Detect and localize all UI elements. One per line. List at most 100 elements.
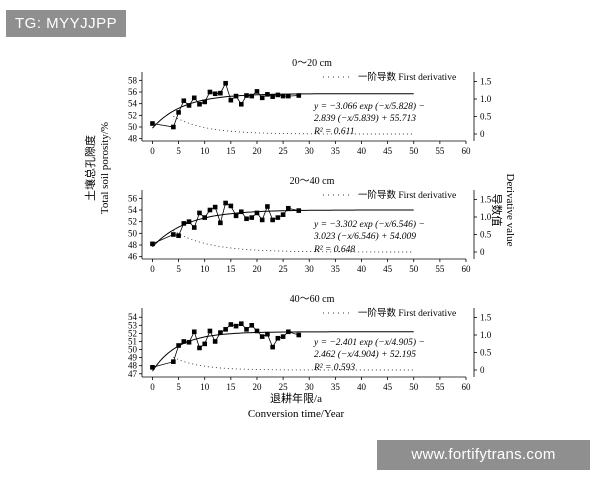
data-point <box>275 215 281 220</box>
data-point <box>238 321 244 326</box>
website-badge: www.fortifytrans.com <box>377 440 590 470</box>
y2-tick-label: 1.0 <box>480 212 492 222</box>
x-tick-label: 30 <box>305 146 315 156</box>
x-tick-label: 30 <box>305 264 315 274</box>
x-tick-label: 0 <box>150 382 155 392</box>
legend-label: 一阶导数 First derivative <box>358 189 456 201</box>
x-tick-label: 25 <box>279 264 289 274</box>
data-point <box>244 216 249 222</box>
panel-title: 0～20 cm <box>292 58 332 69</box>
data-point <box>176 343 181 348</box>
x-tick-label: 10 <box>200 382 210 392</box>
data-point <box>228 203 234 209</box>
y2-tick-label: 0 <box>480 365 485 375</box>
x-tick-label: 60 <box>462 146 472 156</box>
y-tick-label: 50 <box>128 228 138 238</box>
data-point <box>249 93 255 99</box>
data-point <box>228 322 234 327</box>
x-tick-label: 45 <box>383 382 393 392</box>
observed-line <box>152 82 299 128</box>
data-point <box>296 208 302 213</box>
data-point <box>171 359 176 364</box>
y2-tick-label: 0.5 <box>480 348 492 358</box>
y-tick-label: 47 <box>128 369 138 379</box>
y-tick-label: 48 <box>128 240 138 250</box>
data-point <box>186 103 192 108</box>
data-point <box>270 217 275 223</box>
data-point <box>207 89 213 95</box>
chart-panels: 0～20 cm 48 50 52 54 56 58 0 5 10 15 20 25 30 35 40 45 50 5… <box>128 58 492 392</box>
legend-label: 一阶导数 First derivative <box>358 307 456 319</box>
fit-equation-line1: y = −3.302 exp (−x/6.546) − <box>313 219 425 230</box>
data-point <box>207 328 213 334</box>
x-tick-label: 25 <box>279 382 289 392</box>
x-tick-label: 10 <box>200 146 210 156</box>
data-point <box>218 90 223 96</box>
data-point <box>197 345 202 351</box>
data-point <box>286 329 291 335</box>
y-tick-label: 48 <box>128 134 138 144</box>
data-point <box>280 212 286 217</box>
data-point <box>259 95 265 101</box>
x-tick-label: 15 <box>226 264 236 274</box>
x-tick-label: 0 <box>150 264 155 274</box>
y-tick-label: 54 <box>128 205 138 215</box>
legend-label: 一阶导数 First derivative <box>358 71 456 83</box>
y-axis-title-en: Total soil porosity/% <box>99 122 111 214</box>
data-point <box>275 92 281 98</box>
data-point <box>181 98 187 104</box>
y-tick-label: 49 <box>128 353 138 363</box>
x-tick-label: 40 <box>357 382 367 392</box>
data-point <box>254 210 260 216</box>
x-axis-title-zh: 退耕年限/a <box>270 391 322 405</box>
data-point <box>233 213 239 219</box>
x-tick-label: 40 <box>357 146 367 156</box>
y2-tick-label: 0 <box>480 247 485 257</box>
y-tick-label: 54 <box>128 312 138 322</box>
y2-axis-title-en: Derivative value <box>504 174 516 247</box>
data-point <box>197 210 202 216</box>
y-tick-label: 46 <box>128 252 138 262</box>
data-point <box>197 101 202 107</box>
x-tick-label: 20 <box>252 264 262 274</box>
data-point <box>202 215 208 220</box>
x-tick-label: 35 <box>331 146 341 156</box>
data-point <box>265 92 270 97</box>
data-point <box>191 329 197 335</box>
data-point <box>254 328 260 334</box>
data-point <box>296 93 302 98</box>
x-tick-label: 45 <box>383 146 393 156</box>
y-tick-label: 56 <box>128 87 138 97</box>
y-tick-label: 48 <box>128 361 138 371</box>
data-point <box>202 341 208 347</box>
data-point <box>259 334 265 339</box>
data-point <box>270 344 275 350</box>
y2-tick-label: 0 <box>480 129 485 139</box>
x-tick-label: 5 <box>176 146 181 156</box>
fit-equation-line2: 3.023 (−x/6.546) + 54.009 <box>313 231 416 242</box>
data-point <box>181 221 187 226</box>
watermark-badge: TG: MYYJJPP <box>6 10 127 37</box>
data-point <box>176 110 181 115</box>
y-tick-label: 52 <box>128 328 137 338</box>
y-axis-title-zh: 土壤总孔隙度 <box>83 135 97 201</box>
x-tick-label: 60 <box>462 382 472 392</box>
x-tick-label: 20 <box>252 382 262 392</box>
x-tick-label: 15 <box>226 146 236 156</box>
data-point <box>233 93 239 99</box>
x-tick-label: 55 <box>435 264 445 274</box>
x-tick-label: 0 <box>150 146 155 156</box>
data-point <box>150 365 155 370</box>
r-squared: R² = 0.648 <box>313 245 355 255</box>
data-point <box>150 121 155 126</box>
data-point <box>233 323 239 329</box>
x-tick-label: 50 <box>409 264 419 274</box>
data-point <box>223 200 228 206</box>
y-tick-label: 58 <box>128 75 138 85</box>
data-point <box>191 225 197 230</box>
fit-curve <box>152 331 414 372</box>
y2-tick-label: 0.5 <box>480 112 492 122</box>
